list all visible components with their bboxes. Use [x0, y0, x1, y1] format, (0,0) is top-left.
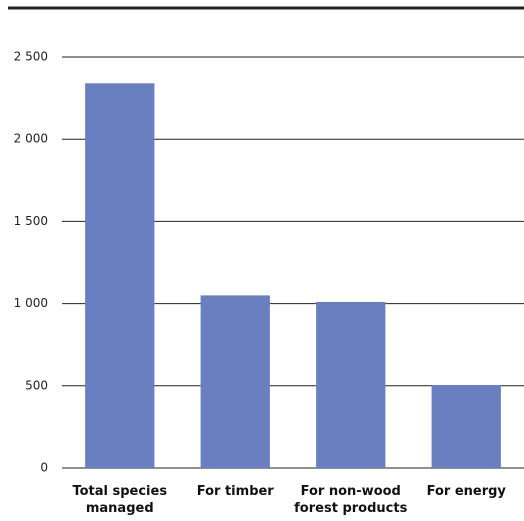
y-tick-label: 1 500: [14, 214, 48, 228]
y-tick-label: 1 000: [14, 296, 48, 310]
y-tick-label: 2 000: [14, 132, 48, 146]
x-tick-label: For energy: [426, 484, 506, 499]
bar: [316, 301, 386, 468]
bar: [431, 384, 501, 468]
bar: [85, 83, 155, 468]
y-tick-label: 500: [25, 378, 48, 392]
y-tick-label: 2 500: [14, 50, 48, 64]
x-tick-label: Total species managed: [72, 484, 168, 516]
y-tick-label: 0: [40, 461, 48, 475]
bar: [200, 295, 270, 468]
x-tick-label: For timber: [196, 484, 274, 499]
x-tick-label: For non-wood forest products: [294, 484, 408, 516]
